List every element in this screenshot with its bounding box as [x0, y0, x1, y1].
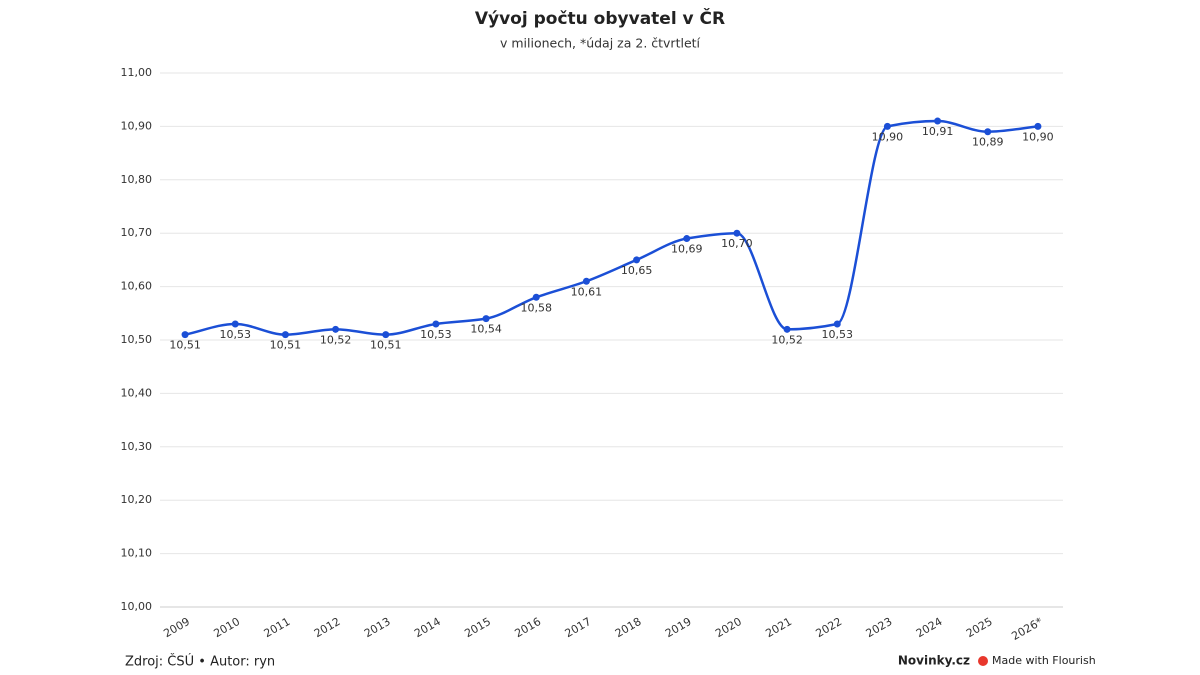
value-label: 10,90	[872, 130, 904, 143]
y-tick-label: 10,70	[121, 226, 153, 239]
y-tick-label: 10,40	[121, 386, 153, 399]
x-tick-label: 2015	[462, 615, 493, 640]
y-tick-label: 10,30	[121, 440, 153, 453]
y-tick-label: 11,00	[121, 66, 153, 79]
x-tick-label: 2013	[362, 615, 393, 640]
value-label: 10,65	[621, 264, 653, 277]
x-tick-label: 2018	[613, 615, 644, 640]
x-tick-label: 2025	[964, 615, 995, 640]
point	[833, 320, 841, 328]
x-tick-label: 2016	[513, 615, 544, 640]
point	[683, 235, 691, 243]
value-label: 10,61	[571, 285, 603, 298]
x-tick-label: 2022	[814, 615, 845, 640]
x-tick-label: 2023	[864, 615, 895, 640]
point	[432, 320, 440, 328]
point	[482, 315, 490, 323]
value-label: 10,89	[972, 136, 1004, 149]
value-label: 10,91	[922, 125, 954, 138]
value-label: 10,51	[270, 339, 302, 352]
value-label: 10,51	[169, 339, 201, 352]
x-tick-label: 2024	[914, 615, 945, 640]
value-label: 10,90	[1022, 130, 1054, 143]
point	[382, 331, 390, 339]
x-tick-label: 2010	[212, 615, 243, 640]
value-label: 10,53	[822, 328, 854, 341]
value-label: 10,51	[370, 339, 402, 352]
x-tick-label: 2009	[161, 615, 192, 640]
x-tick-label: 2019	[663, 615, 694, 640]
x-tick-label: 2014	[412, 615, 443, 640]
line	[184, 119, 1039, 336]
point	[582, 277, 590, 285]
point	[532, 293, 540, 301]
point	[1034, 122, 1042, 130]
x-tick-label: 2020	[713, 615, 744, 640]
credit: Made with Flourish	[992, 654, 1096, 667]
y-tick-label: 10,60	[121, 280, 153, 293]
y-tick-label: 10,90	[121, 119, 153, 132]
x-tick-label: 2026*	[1009, 615, 1045, 643]
value-label: 10,53	[220, 328, 252, 341]
x-tick-label: 2011	[262, 615, 293, 640]
point	[332, 325, 340, 333]
point	[883, 122, 891, 130]
chart-title: Vývoj počtu obyvatel v ČR	[475, 7, 725, 29]
point	[783, 325, 791, 333]
x-tick-label: 2012	[312, 615, 343, 640]
value-label: 10,70	[721, 237, 753, 250]
x-tick-label: 2021	[763, 615, 794, 640]
point	[181, 331, 189, 339]
value-label: 10,69	[671, 243, 703, 256]
point	[934, 117, 942, 125]
value-label: 10,53	[420, 328, 452, 341]
brand: Novinky.cz	[898, 654, 970, 668]
y-tick-label: 10,80	[121, 173, 153, 186]
x-tick-label: 2017	[563, 615, 594, 640]
point	[984, 128, 992, 136]
chart-subtitle: v milionech, *údaj za 2. čtvrtletí	[500, 36, 701, 51]
value-label: 10,58	[521, 301, 553, 314]
value-label: 10,52	[771, 333, 803, 346]
y-tick-label: 10,20	[121, 493, 153, 506]
point	[231, 320, 239, 328]
flourish-logo	[978, 656, 988, 666]
y-tick-label: 10,50	[121, 333, 153, 346]
y-tick-label: 10,10	[121, 547, 153, 560]
value-label: 10,52	[320, 333, 352, 346]
source: Zdroj: ČSÚ • Autor: ryn	[125, 654, 275, 670]
point	[733, 229, 741, 237]
point	[281, 331, 289, 339]
point	[633, 256, 641, 264]
y-tick-label: 10,00	[121, 600, 153, 613]
value-label: 10,54	[470, 323, 502, 336]
